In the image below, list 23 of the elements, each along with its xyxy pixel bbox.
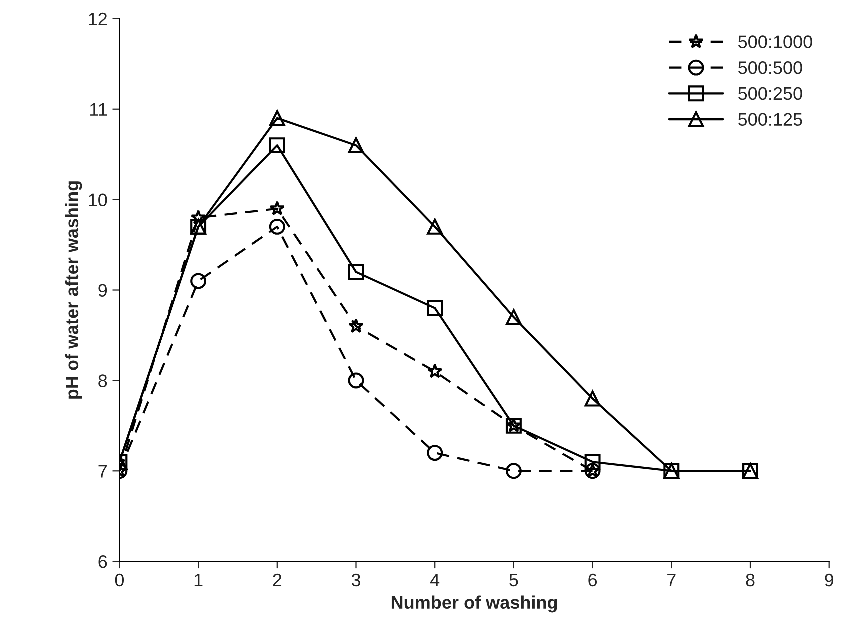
x-axis-title: Number of washing [392,596,558,613]
legend-label: 500:500 [738,62,802,74]
y-tick-label: 6 [98,556,108,568]
y-tick-label: 11 [90,103,108,116]
legend-label: 500:1000 [738,36,812,48]
x-tick-label: 8 [746,574,755,587]
y-tick-label: 10 [89,194,108,207]
y-tick-label: 7 [98,465,107,478]
x-tick-label: 4 [430,574,440,586]
y-axis-title: pH of water after washing [65,182,82,399]
x-tick-label: 2 [273,574,282,586]
x-tick-label: 1 [194,574,203,586]
x-tick-label: 0 [115,574,124,587]
x-tick-label: 9 [825,574,834,587]
x-tick-label: 3 [352,574,360,587]
y-tick-label: 12 [89,12,107,26]
x-tick-label: 6 [588,574,598,587]
x-tick-label: 5 [510,574,518,587]
x-tick-label: 7 [668,574,676,586]
y-tick-label: 9 [98,284,108,297]
legend-label: 500:125 [738,113,802,126]
legend-label: 500:250 [738,87,802,100]
y-tick-label: 8 [98,374,108,388]
